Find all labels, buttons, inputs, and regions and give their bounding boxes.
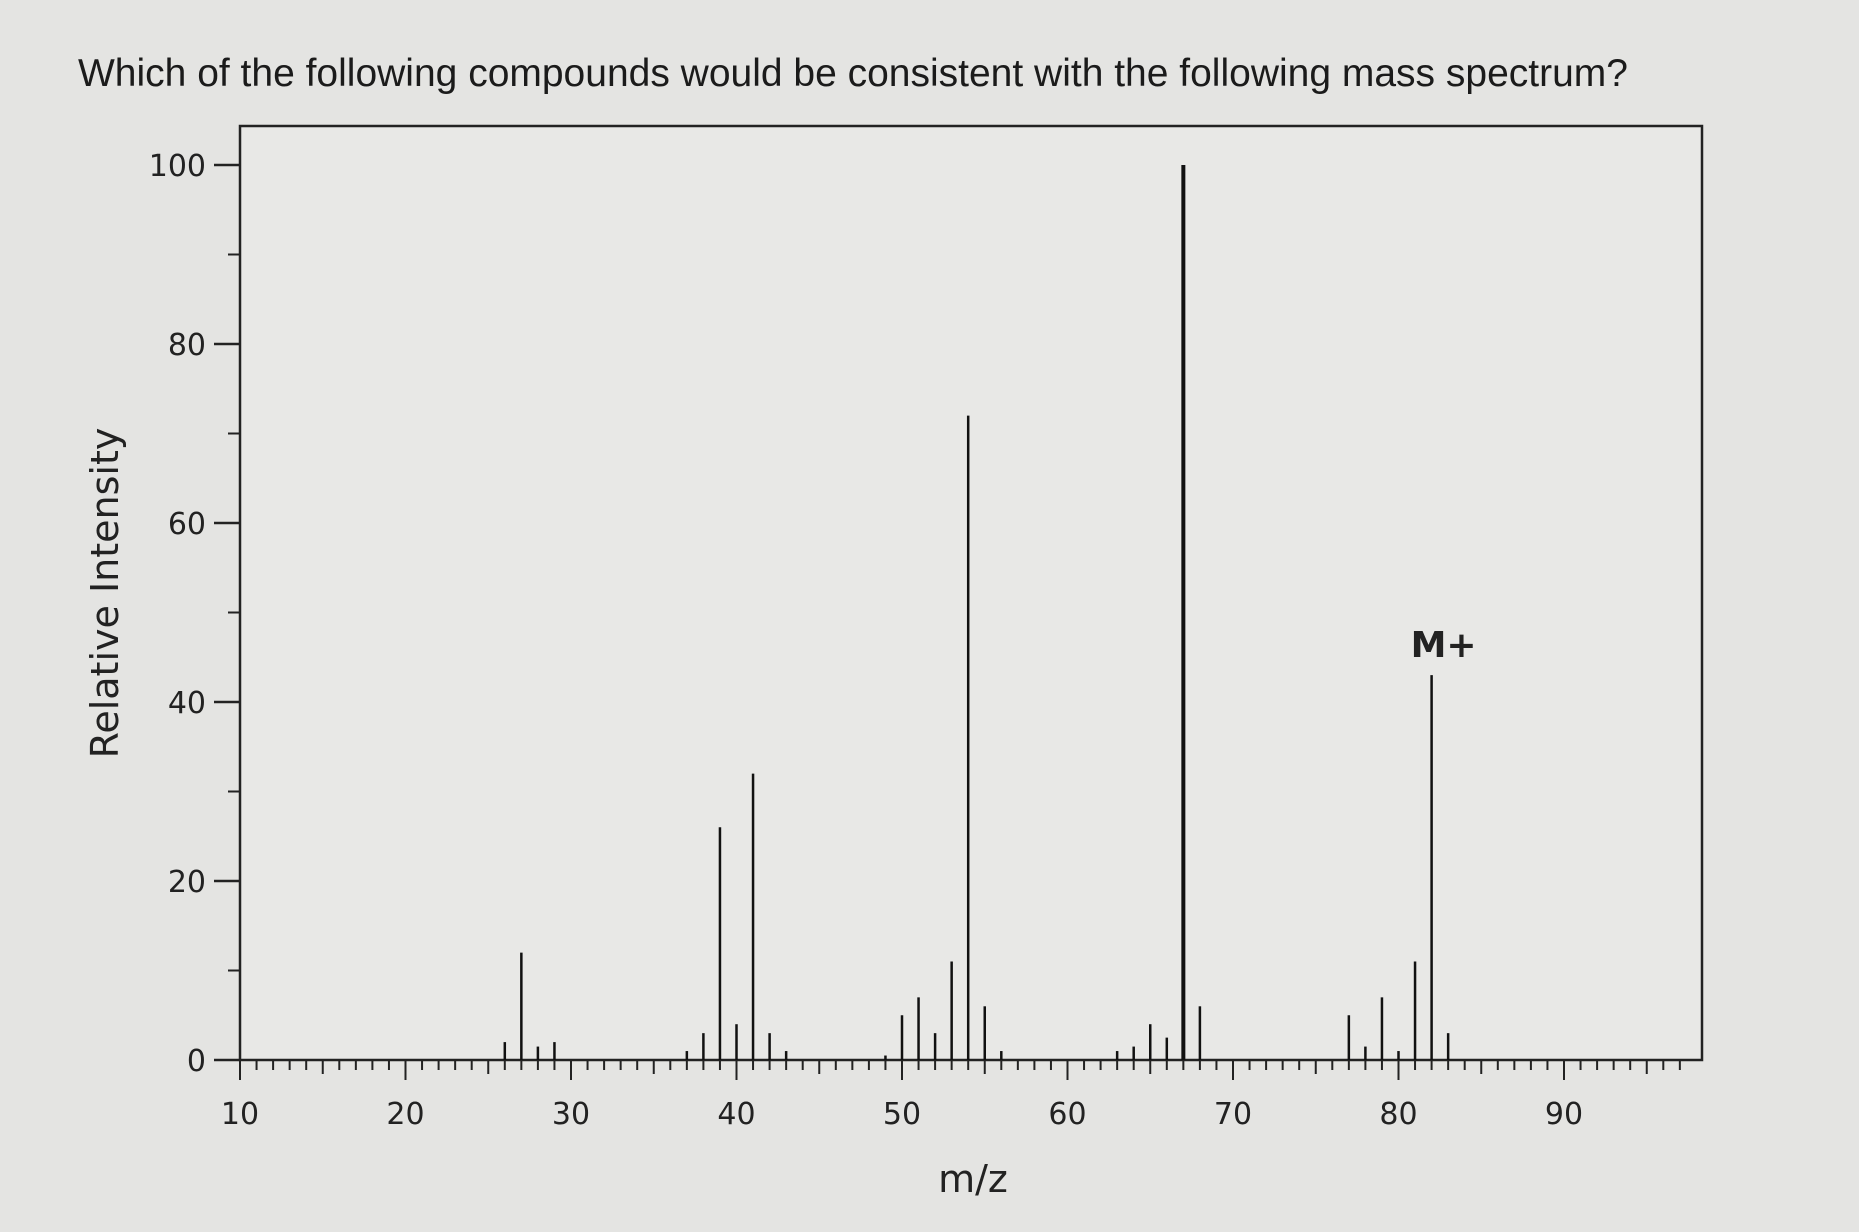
chart-annotations: M+ (1411, 625, 1477, 666)
x-tick-label: 20 (386, 1097, 424, 1132)
y-tick-label: 20 (168, 865, 206, 900)
y-tick-label: 100 (149, 149, 206, 184)
x-tick-label: 10 (221, 1097, 259, 1132)
x-tick-label: 80 (1379, 1097, 1417, 1132)
y-axis-title: Relative Intensity (83, 428, 127, 759)
y-tick-label: 80 (168, 328, 206, 363)
x-tick-label: 90 (1545, 1097, 1583, 1132)
y-tick-label: 40 (168, 686, 206, 721)
plot-frame (238, 124, 1704, 1062)
x-tick-label: 50 (883, 1097, 921, 1132)
spectrum-peaks (503, 165, 1450, 1060)
y-axis: 0 20 40 60 80 100 (149, 149, 240, 1079)
y-tick-label: 0 (187, 1044, 206, 1079)
x-tick-label: 60 (1048, 1097, 1086, 1132)
question-text: Which of the following compounds would b… (78, 52, 1628, 95)
x-axis: 10 20 30 40 50 60 70 80 90 (221, 1060, 1681, 1132)
x-axis-title: m/z (938, 1157, 1008, 1201)
y-tick-label: 60 (168, 507, 206, 542)
molecular-ion-label: M+ (1411, 625, 1477, 666)
x-tick-label: 30 (552, 1097, 590, 1132)
x-tick-label: 40 (717, 1097, 755, 1132)
x-tick-label: 70 (1214, 1097, 1252, 1132)
